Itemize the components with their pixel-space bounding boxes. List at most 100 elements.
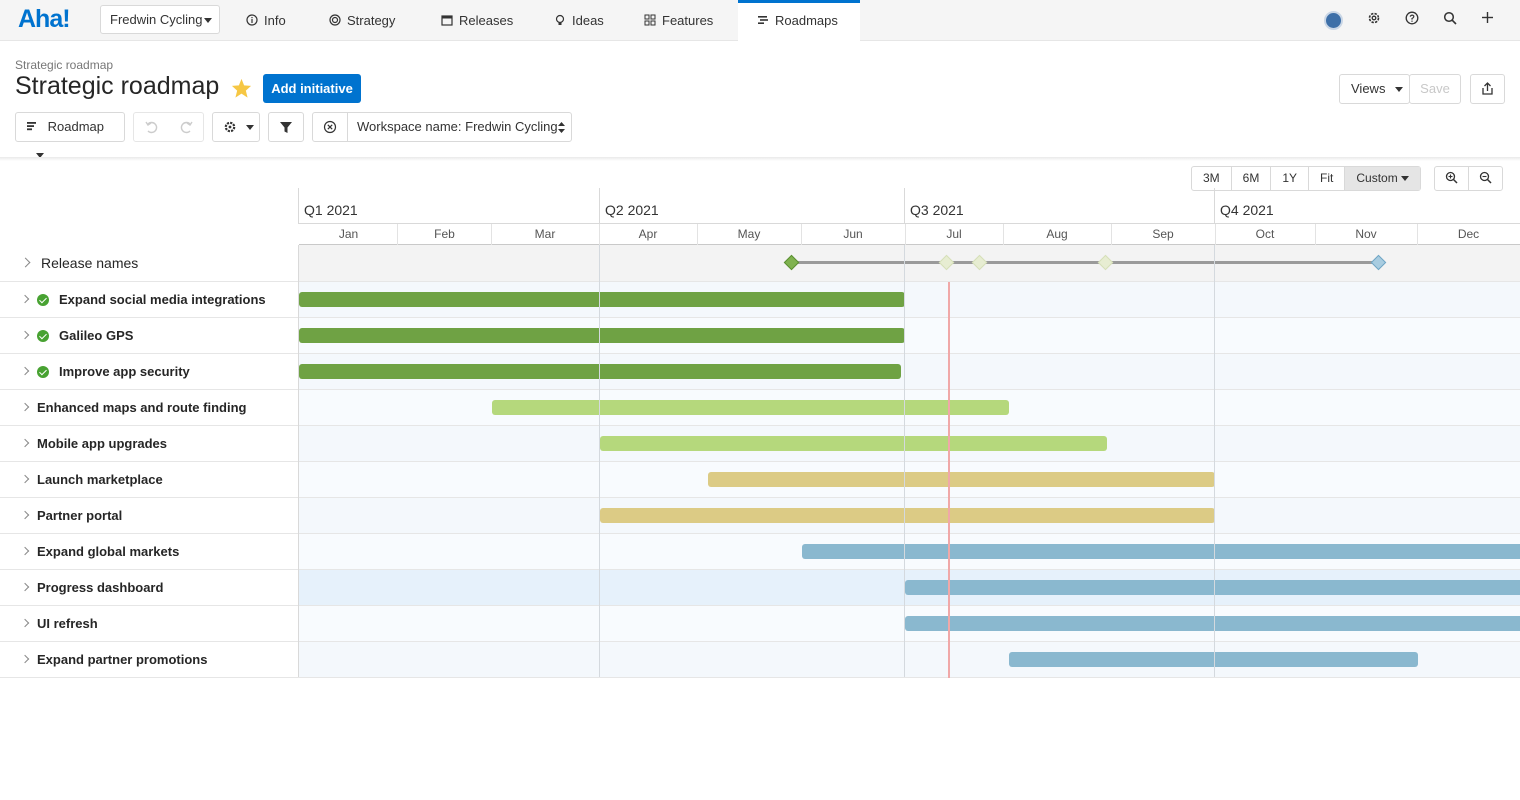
chevron-right-icon[interactable]: [20, 546, 30, 556]
zoom-1y-button[interactable]: 1Y: [1271, 167, 1310, 190]
chevron-right-icon[interactable]: [20, 257, 31, 268]
breadcrumb[interactable]: Strategic roadmap: [15, 58, 114, 72]
star-icon[interactable]: [231, 78, 252, 98]
initiative-label-cell: Expand social media integrations: [0, 282, 299, 317]
quarter-gridline: [904, 245, 905, 677]
gear-icon[interactable]: [1367, 11, 1381, 25]
initiative-row[interactable]: Expand social media integrations: [0, 282, 1520, 318]
initiative-label-cell: Expand global markets: [0, 534, 299, 569]
zoom-3m-button[interactable]: 3M: [1192, 167, 1232, 190]
initiative-bar[interactable]: [1009, 652, 1418, 667]
zoom-6m-button[interactable]: 6M: [1232, 167, 1272, 190]
initiative-name[interactable]: Partner portal: [37, 508, 123, 523]
tab-info-label: Info: [264, 13, 286, 28]
initiative-name[interactable]: Improve app security: [59, 364, 190, 379]
chevron-right-icon[interactable]: [20, 582, 30, 592]
export-button[interactable]: [1470, 74, 1505, 104]
check-circle-icon: [37, 330, 49, 342]
initiative-bar[interactable]: [600, 436, 1107, 451]
workspace-filter-select[interactable]: Workspace name: Fredwin Cycling: [347, 112, 572, 142]
aha-logo[interactable]: Aha!: [18, 5, 71, 33]
info-icon: [246, 14, 258, 26]
chevron-right-icon[interactable]: [20, 366, 30, 376]
views-button[interactable]: Views: [1339, 74, 1410, 104]
initiative-name[interactable]: Expand partner promotions: [37, 652, 208, 667]
initiative-name[interactable]: Enhanced maps and route finding: [37, 400, 247, 415]
initiative-bar[interactable]: [299, 364, 901, 379]
initiative-row[interactable]: Launch marketplace: [0, 462, 1520, 498]
tab-roadmaps[interactable]: Roadmaps: [738, 0, 860, 42]
zoom-group: [1434, 166, 1503, 191]
initiative-row[interactable]: Enhanced maps and route finding: [0, 390, 1520, 426]
chevron-right-icon[interactable]: [20, 438, 30, 448]
workspace-select[interactable]: Fredwin Cycling: [100, 5, 220, 34]
initiative-row[interactable]: Expand partner promotions: [0, 642, 1520, 678]
chevron-right-icon[interactable]: [20, 510, 30, 520]
initiative-bar[interactable]: [299, 328, 905, 343]
initiative-bar[interactable]: [905, 580, 1520, 595]
tab-releases-label: Releases: [459, 13, 514, 28]
tab-strategy[interactable]: Strategy: [329, 0, 395, 41]
initiative-row[interactable]: Mobile app upgrades: [0, 426, 1520, 462]
initiative-bar[interactable]: [492, 400, 1009, 415]
initiative-name[interactable]: Progress dashboard: [37, 580, 164, 595]
help-icon[interactable]: [1405, 11, 1419, 25]
initiative-row[interactable]: Partner portal: [0, 498, 1520, 534]
chevron-down-icon: [246, 125, 254, 130]
initiative-label-cell: Partner portal: [0, 498, 299, 533]
plus-icon[interactable]: [1481, 11, 1494, 24]
chevron-right-icon[interactable]: [20, 294, 30, 304]
month-divider: [1003, 224, 1004, 245]
initiative-row[interactable]: Expand global markets: [0, 534, 1520, 570]
quarter-label: Q3 2021: [910, 202, 964, 218]
add-initiative-button[interactable]: Add initiative: [263, 74, 361, 103]
zoom-custom-button[interactable]: Custom: [1345, 167, 1421, 190]
redo-icon[interactable]: [178, 120, 194, 134]
initiative-label-cell: Enhanced maps and route finding: [0, 390, 299, 425]
initiative-bar[interactable]: [708, 472, 1215, 487]
initiative-name[interactable]: Expand social media integrations: [59, 292, 266, 307]
initiative-name[interactable]: Galileo GPS: [59, 328, 134, 343]
toolbar-divider: [0, 157, 1520, 161]
initiative-row[interactable]: Improve app security: [0, 354, 1520, 390]
chevron-right-icon[interactable]: [20, 330, 30, 340]
chevron-right-icon[interactable]: [20, 474, 30, 484]
month-divider: [491, 224, 492, 245]
initiative-row[interactable]: UI refresh: [0, 606, 1520, 642]
zoom-in-button[interactable]: [1435, 167, 1469, 190]
initiative-label-cell: Improve app security: [0, 354, 299, 389]
initiative-name[interactable]: Mobile app upgrades: [37, 436, 168, 451]
release-names-label: Release names: [41, 255, 139, 271]
avatar[interactable]: [1324, 11, 1343, 30]
zoom-out-button[interactable]: [1469, 167, 1502, 190]
undo-redo-group: [133, 112, 204, 142]
top-nav: Aha! Fredwin Cycling Info Strategy Relea…: [0, 0, 1520, 42]
chevron-right-icon[interactable]: [20, 618, 30, 628]
zoom-fit-button[interactable]: Fit: [1309, 167, 1346, 190]
chevron-down-icon: [1401, 176, 1410, 182]
settings-button[interactable]: [212, 112, 260, 142]
chevron-right-icon[interactable]: [20, 402, 30, 412]
initiative-row[interactable]: Progress dashboard: [0, 570, 1520, 606]
initiative-bar[interactable]: [299, 292, 905, 307]
undo-icon[interactable]: [144, 120, 160, 134]
initiative-bar[interactable]: [905, 616, 1520, 631]
roadmap-view-select[interactable]: Roadmap: [15, 112, 125, 159]
initiative-row[interactable]: Galileo GPS: [0, 318, 1520, 354]
initiative-bar[interactable]: [802, 544, 1520, 559]
initiative-name[interactable]: Launch marketplace: [37, 472, 163, 487]
tab-ideas[interactable]: Ideas: [554, 0, 604, 41]
month-label: Mar: [534, 227, 556, 241]
share-icon: [1482, 82, 1493, 95]
tab-features[interactable]: Features: [644, 0, 713, 41]
chevron-right-icon[interactable]: [20, 654, 30, 664]
search-icon[interactable]: [1443, 11, 1457, 25]
initiative-bar[interactable]: [600, 508, 1215, 523]
initiative-name[interactable]: Expand global markets: [37, 544, 180, 559]
initiative-name[interactable]: UI refresh: [37, 616, 98, 631]
filter-button[interactable]: [268, 112, 304, 142]
tab-info[interactable]: Info: [246, 0, 286, 41]
save-button[interactable]: Save: [1409, 74, 1461, 104]
clear-filter-button[interactable]: [312, 112, 348, 142]
tab-releases[interactable]: Releases: [441, 0, 513, 41]
